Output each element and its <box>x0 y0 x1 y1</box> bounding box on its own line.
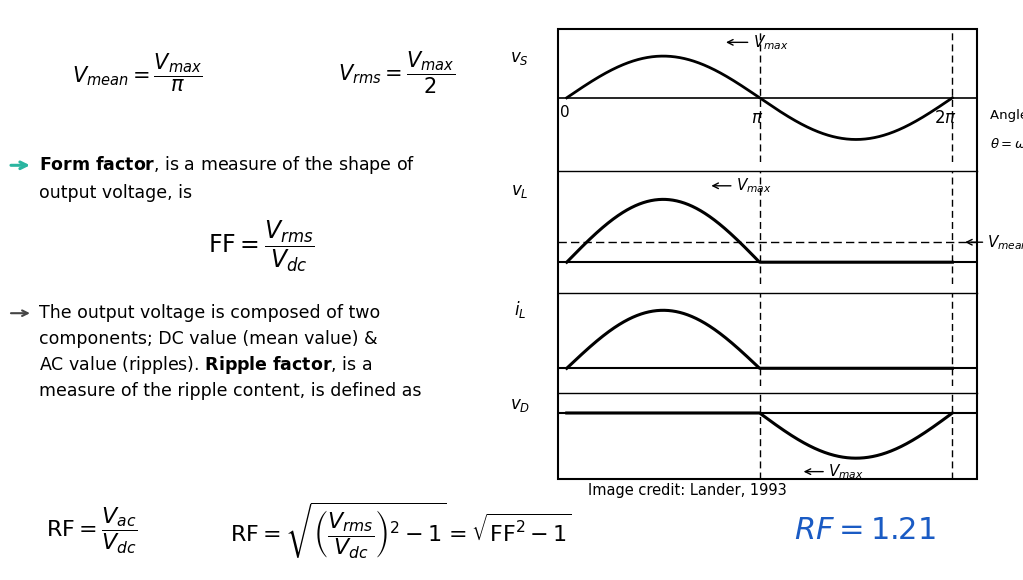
Text: measure of the ripple content, is defined as: measure of the ripple content, is define… <box>39 382 421 401</box>
Text: $v_D$: $v_D$ <box>509 397 530 414</box>
Text: $\pi$: $\pi$ <box>752 110 764 127</box>
Text: $\theta = \omega t$: $\theta = \omega t$ <box>989 137 1023 151</box>
Text: $\mathbf{Form\ factor}$, is a measure of the shape of: $\mathbf{Form\ factor}$, is a measure of… <box>39 154 415 176</box>
Text: $V_{max}$: $V_{max}$ <box>736 176 771 195</box>
Text: output voltage, is: output voltage, is <box>39 183 192 202</box>
Text: $0$: $0$ <box>559 104 569 119</box>
Text: $v_L$: $v_L$ <box>510 183 529 200</box>
Text: $\mathrm{RF} = \dfrac{V_{ac}}{V_{dc}}$: $\mathrm{RF} = \dfrac{V_{ac}}{V_{dc}}$ <box>46 506 138 556</box>
Text: $v_S$: $v_S$ <box>510 50 529 67</box>
Text: AC value (ripples). $\mathbf{Ripple\ factor}$, is a: AC value (ripples). $\mathbf{Ripple\ fac… <box>39 354 372 376</box>
Text: Image credit: Lander, 1993: Image credit: Lander, 1993 <box>588 483 787 498</box>
Text: $i_L$: $i_L$ <box>514 299 526 320</box>
Text: components; DC value (mean value) &: components; DC value (mean value) & <box>39 330 377 349</box>
Text: The output voltage is composed of two: The output voltage is composed of two <box>39 304 381 322</box>
Text: $\mathrm{RF} = \sqrt{\left(\dfrac{V_{rms}}{V_{dc}}\right)^2 - 1} = \sqrt{\mathrm: $\mathrm{RF} = \sqrt{\left(\dfrac{V_{rms… <box>230 501 572 561</box>
Text: $V_{mean}$: $V_{mean}$ <box>987 233 1023 252</box>
Text: $V_{rms} = \dfrac{V_{max}}{2}$: $V_{rms} = \dfrac{V_{max}}{2}$ <box>338 49 454 96</box>
Text: $V_{max}$: $V_{max}$ <box>753 33 789 52</box>
Text: $V_{max}$: $V_{max}$ <box>828 462 863 481</box>
Text: $\mathit{RF} = 1.21$: $\mathit{RF} = 1.21$ <box>794 515 935 546</box>
Text: Angle (time): Angle (time) <box>989 109 1023 122</box>
Text: $\mathrm{FF} = \dfrac{V_{rms}}{V_{dc}}$: $\mathrm{FF} = \dfrac{V_{rms}}{V_{dc}}$ <box>208 219 314 274</box>
Text: $2\pi$: $2\pi$ <box>934 110 957 127</box>
Text: $V_{mean} = \dfrac{V_{max}}{\pi}$: $V_{mean} = \dfrac{V_{max}}{\pi}$ <box>72 52 203 93</box>
